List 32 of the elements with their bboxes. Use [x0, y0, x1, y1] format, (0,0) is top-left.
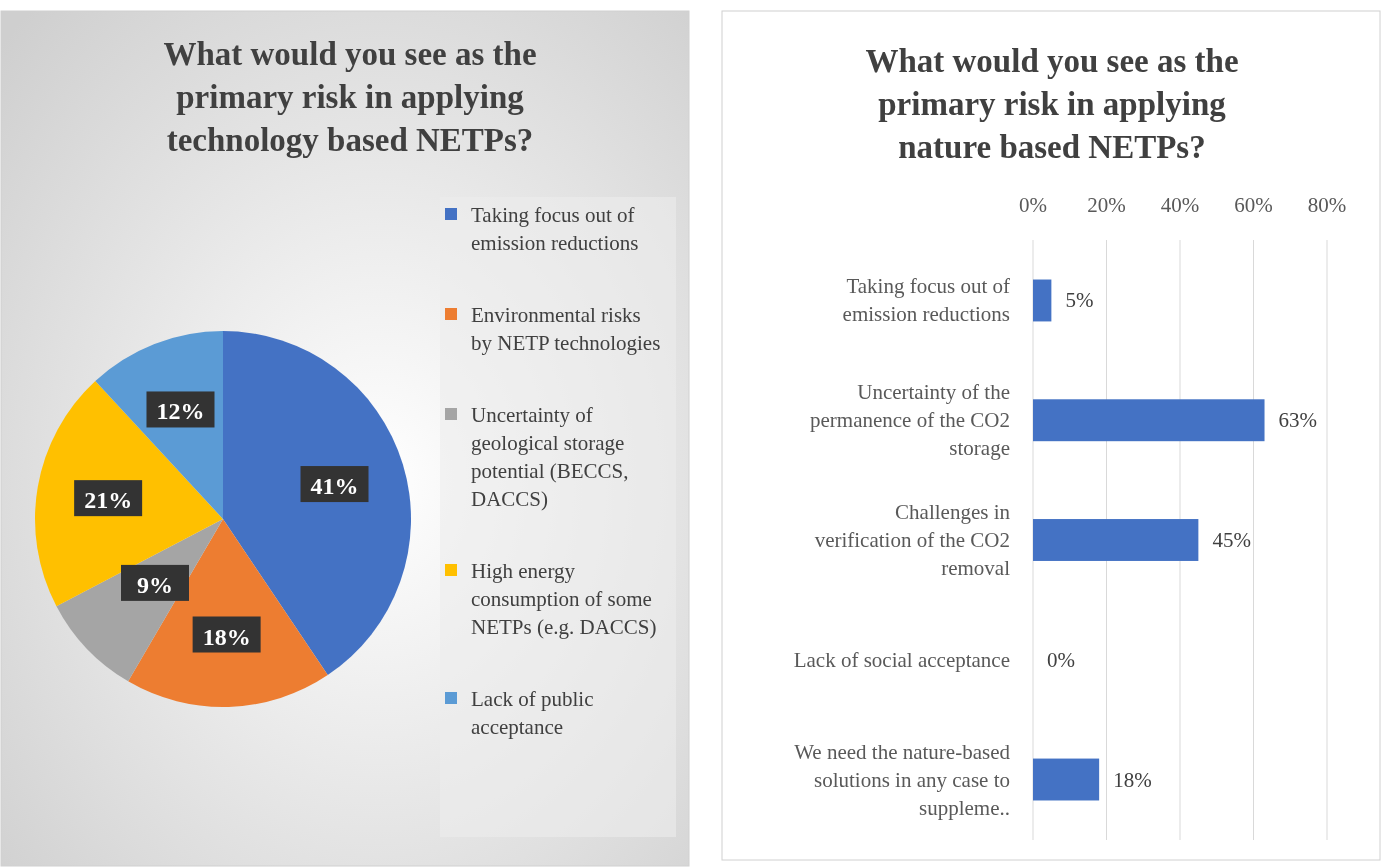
- y-tick-label: Uncertainty of the permanence of the CO2 storage: [809, 380, 1010, 461]
- data-label: 0%: [1047, 647, 1075, 672]
- x-tick-label: 0%: [1019, 193, 1047, 217]
- data-label: 18%: [202, 623, 251, 650]
- bar: [1033, 399, 1265, 442]
- pie-slice: [35, 381, 223, 607]
- data-label: 12%: [156, 398, 205, 425]
- legend-label: Lack of public acceptance: [471, 687, 594, 739]
- y-tick-label: Lack of social acceptance: [793, 647, 1010, 672]
- data-label: 41%: [310, 473, 359, 500]
- legend-label: High energy consumption of some NETPs (e.g. DACCS): [471, 559, 657, 639]
- x-tick-label: 60%: [1234, 193, 1273, 217]
- x-tick-label: 40%: [1160, 193, 1200, 217]
- bar: [1033, 279, 1052, 322]
- chart-title: What would you see as the primary risk in applying nature based NETPs?: [865, 43, 1239, 165]
- legend-label: Environmental risks by NETP technologies: [471, 303, 661, 355]
- y-tick-label: Challenges in verification of the CO2 removal: [814, 500, 1011, 580]
- data-label: 63%: [1278, 408, 1318, 433]
- data-label: 45%: [1212, 528, 1251, 552]
- data-label: 9%: [137, 571, 173, 598]
- data-label: 21%: [84, 487, 133, 514]
- legend-label: Taking focus out of emission reductions: [471, 203, 639, 255]
- bar: [1033, 519, 1199, 561]
- chart-title: What would you see as the primary risk in applying technology based NETPs?: [163, 36, 537, 158]
- x-tick-label: 80%: [1307, 193, 1347, 217]
- legend-label: Uncertainty of geological storage potential (BECCS, DACCS): [471, 403, 629, 511]
- data-label: 18%: [1113, 767, 1152, 792]
- data-label: 5%: [1065, 288, 1094, 313]
- bar: [1033, 758, 1100, 801]
- x-tick-label: 20%: [1087, 193, 1126, 217]
- y-tick-label: We need the nature-based solutions in any case to suppleme..: [794, 739, 1011, 820]
- y-tick-label: Taking focus out of emission reductions: [842, 274, 1010, 327]
